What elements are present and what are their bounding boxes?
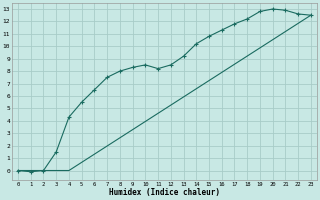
- X-axis label: Humidex (Indice chaleur): Humidex (Indice chaleur): [109, 188, 220, 197]
